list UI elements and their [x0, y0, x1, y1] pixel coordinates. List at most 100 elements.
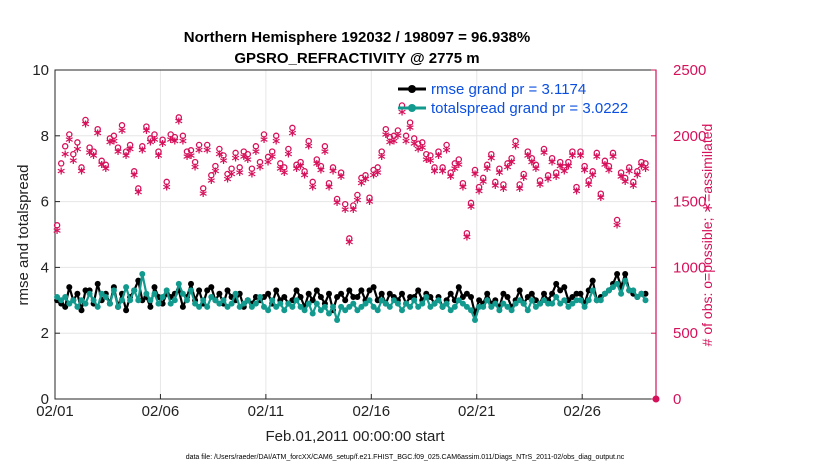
obs-possible-point — [638, 158, 645, 166]
totalspread-point — [167, 300, 174, 307]
totalspread-point — [382, 300, 389, 307]
totalspread-point — [622, 277, 629, 284]
obs-possible-point — [552, 169, 560, 176]
obs-possible-point — [244, 150, 252, 158]
obs-assimilated-point: * — [341, 203, 349, 221]
rmse-point — [66, 284, 73, 291]
rmse-point — [224, 287, 231, 294]
obs-assimilated-point: * — [410, 137, 418, 155]
totalspread-point — [512, 300, 519, 307]
obs-assimilated-point: * — [53, 224, 61, 242]
obs-possible-point — [236, 164, 243, 171]
obs-assimilated-point: * — [451, 162, 459, 180]
obs-assimilated-point: * — [349, 203, 357, 221]
obs-assimilated-point: * — [268, 150, 276, 168]
totalspread-point — [346, 303, 353, 310]
obs-assimilated-point: * — [366, 195, 374, 213]
obs-possible-point — [435, 148, 442, 155]
totalspread-point — [577, 297, 584, 304]
totalspread-point — [175, 280, 182, 287]
obs-assimilated-point: * — [642, 162, 650, 180]
obs-possible-point — [220, 152, 227, 159]
obs-assimilated-point: * — [532, 162, 540, 180]
obs-assimilated-point: * — [114, 145, 122, 163]
obs-possible-point — [512, 137, 519, 145]
totalspread-point — [330, 303, 336, 310]
obs-assimilated-point: * — [118, 124, 126, 142]
obs-possible-point — [74, 139, 81, 146]
totalspread-point — [411, 297, 418, 304]
totalspread-point — [378, 297, 385, 304]
rmse-point — [484, 290, 491, 297]
obs-assimilated-point: * — [313, 157, 321, 175]
y-tick-label: 2 — [41, 325, 49, 342]
totalspread-point — [58, 297, 65, 304]
rmse-point — [236, 290, 243, 297]
obs-assimilated-point: * — [73, 142, 81, 160]
y-axis-left: 0 2 4 6 8 10 — [32, 62, 60, 408]
rmse-point — [350, 294, 357, 300]
obs-possible-point — [171, 133, 179, 141]
y-tick-label: 4 — [41, 259, 49, 276]
totalspread-point — [135, 297, 142, 304]
totalspread-point — [240, 300, 247, 307]
totalspread-point — [82, 300, 89, 307]
obs-possible-point — [179, 132, 187, 140]
totalspread-point — [139, 271, 146, 277]
obs-possible-point — [337, 169, 345, 176]
obs-assimilated-point: * — [443, 144, 451, 162]
obs-possible-point — [374, 164, 381, 171]
obs-possible-point — [232, 149, 239, 157]
obs-assimilated-point: * — [625, 165, 633, 183]
obs-assimilated-point: * — [171, 134, 179, 152]
totalspread-point — [585, 297, 592, 304]
totalspread-point — [399, 307, 405, 314]
obs-assimilated-point: * — [463, 230, 471, 248]
obs-possible-point — [451, 160, 459, 167]
obs-possible-point — [630, 178, 637, 186]
rmse-point — [557, 287, 564, 294]
totalspread-point — [90, 297, 97, 304]
rmse-point — [179, 303, 186, 310]
obs-possible-point — [66, 131, 73, 138]
totalspread-point — [447, 307, 454, 314]
totalspread-point — [537, 300, 543, 307]
obs-possible-point — [155, 148, 162, 155]
rmse-point — [358, 287, 365, 294]
obs-possible-point — [224, 170, 231, 178]
totalspread-point — [528, 297, 535, 304]
rmse-point — [82, 287, 89, 294]
totalspread-point — [589, 287, 596, 294]
obs-possible-point — [147, 135, 154, 142]
obs-possible-point — [183, 148, 191, 155]
obs-possible-point — [285, 145, 292, 153]
totalspread-point — [257, 294, 263, 300]
obs-assimilated-point: * — [151, 133, 159, 151]
obs-assimilated-point: * — [516, 182, 524, 200]
obs-assimilated-point: * — [633, 169, 641, 187]
totalspread-point — [581, 303, 588, 310]
obs-assimilated-point: * — [499, 182, 507, 200]
rmse-point — [528, 290, 535, 297]
obs-possible-point — [309, 178, 316, 186]
obs-zero-marker — [652, 395, 660, 403]
totalspread-point — [366, 297, 373, 304]
obs-possible-point — [406, 119, 414, 126]
obs-assimilated-point: * — [272, 134, 280, 152]
totalspread-point — [480, 303, 487, 310]
totalspread-point — [423, 294, 430, 300]
obs-assimilated-point: * — [414, 142, 422, 160]
obs-assimilated-point: * — [552, 170, 560, 188]
rmse-point — [541, 290, 547, 297]
obs-assimilated-point: * — [305, 140, 313, 158]
x-tick-label: 02/26 — [563, 403, 601, 420]
obs-possible-point — [447, 169, 454, 176]
obs-possible-point — [118, 122, 126, 129]
totalspread-point — [439, 303, 446, 310]
y-tick-label: 0 — [41, 391, 49, 408]
obs-possible-point — [268, 148, 276, 155]
rmse-point — [549, 290, 556, 297]
obs-assimilated-point: * — [601, 158, 609, 176]
y2-tick-label: 500 — [673, 325, 698, 342]
totalspread-point — [163, 287, 170, 294]
